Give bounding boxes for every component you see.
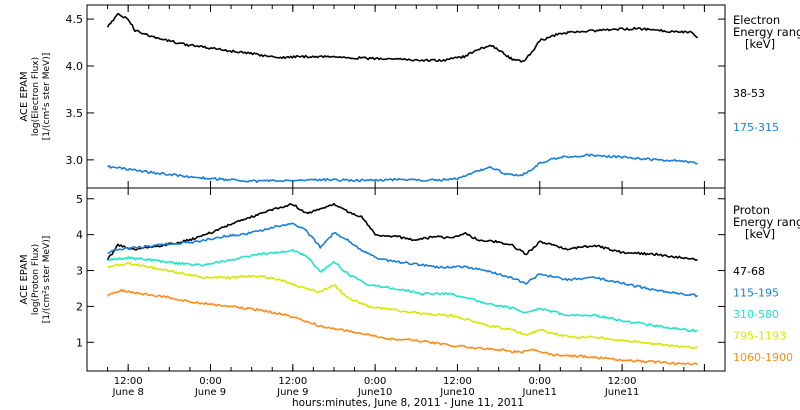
x-tick-label: June 9 (194, 387, 226, 398)
legend-entry: 310-580 (733, 308, 779, 321)
x-tick-label: June11 (522, 387, 558, 398)
series-line-115-195 (107, 222, 698, 298)
y-tick-label: 4.0 (66, 60, 84, 73)
y-tick-label: 2 (76, 300, 83, 313)
x-tick-label: 0:00 (199, 376, 221, 387)
legend-title: Energy range (733, 215, 800, 229)
y-axis-label: [1/(cm²s ster MeV)] (42, 236, 52, 323)
y-tick-label: 3 (76, 265, 83, 278)
x-tick-label: June 8 (111, 387, 143, 398)
legend-entry: 175-315 (733, 121, 779, 134)
series-line-38-53 (106, 12, 699, 63)
x-tick-label: June10 (357, 387, 393, 398)
x-axis-label: hours:minutes, June 8, 2011 - June 11, 2… (292, 397, 524, 409)
y-axis-label: log(Proton Flux) (31, 244, 41, 315)
x-tick-label: June11 (604, 387, 640, 398)
x-tick-label: 12:00 (114, 376, 143, 387)
x-tick-label: June10 (439, 387, 475, 398)
series-line-47-68 (106, 202, 698, 261)
x-tick-label: 12:00 (443, 376, 472, 387)
x-tick-label: 0:00 (529, 376, 551, 387)
y-axis-label: [1/(cm²s ster MeV)] (42, 53, 52, 140)
series-line-1060-1900 (106, 288, 699, 366)
series-line-310-580 (107, 249, 698, 333)
y-tick-label: 3.5 (66, 107, 84, 120)
x-tick-label: 12:00 (608, 376, 637, 387)
legend-entry: 115-195 (733, 287, 779, 300)
y-axis-label: ACE EPAM (19, 71, 30, 121)
legend-entry: 1060-1900 (733, 351, 793, 364)
legend-entry: 38-53 (733, 87, 765, 100)
y-axis-label: log(Electron Flux) (31, 57, 41, 136)
x-tick-label: 12:00 (278, 376, 307, 387)
legend-title: Electron (733, 13, 780, 27)
legend-title: Proton (733, 203, 770, 217)
legend-title: [keV] (745, 37, 775, 51)
y-axis-label: ACE EPAM (19, 254, 30, 304)
x-tick-label: 0:00 (364, 376, 386, 387)
legend-entry: 795-1193 (733, 330, 786, 343)
y-tick-label: 3.0 (66, 154, 84, 167)
legend-title: Energy range (733, 25, 800, 39)
electron-flux-panel: 3.0 3.5 4.0 4.5 ACE EPAM log(Electron Flux) [1… (19, 12, 800, 184)
proton-flux-panel: 1 2 3 4 5 ACE EPAM log(Proton Flux) [1/(cm²s st… (19, 193, 800, 366)
y-tick-label: 1 (76, 336, 83, 349)
y-tick-label: 5 (76, 193, 83, 206)
series-line-175-315 (107, 153, 698, 184)
y-tick-label: 4 (76, 229, 83, 242)
y-tick-label: 4.5 (66, 13, 84, 26)
series-line-795-1193 (107, 261, 698, 350)
legend-title: [keV] (745, 227, 775, 241)
legend-entry: 47-68 (733, 265, 765, 278)
x-tick-label: June 9 (276, 387, 308, 398)
